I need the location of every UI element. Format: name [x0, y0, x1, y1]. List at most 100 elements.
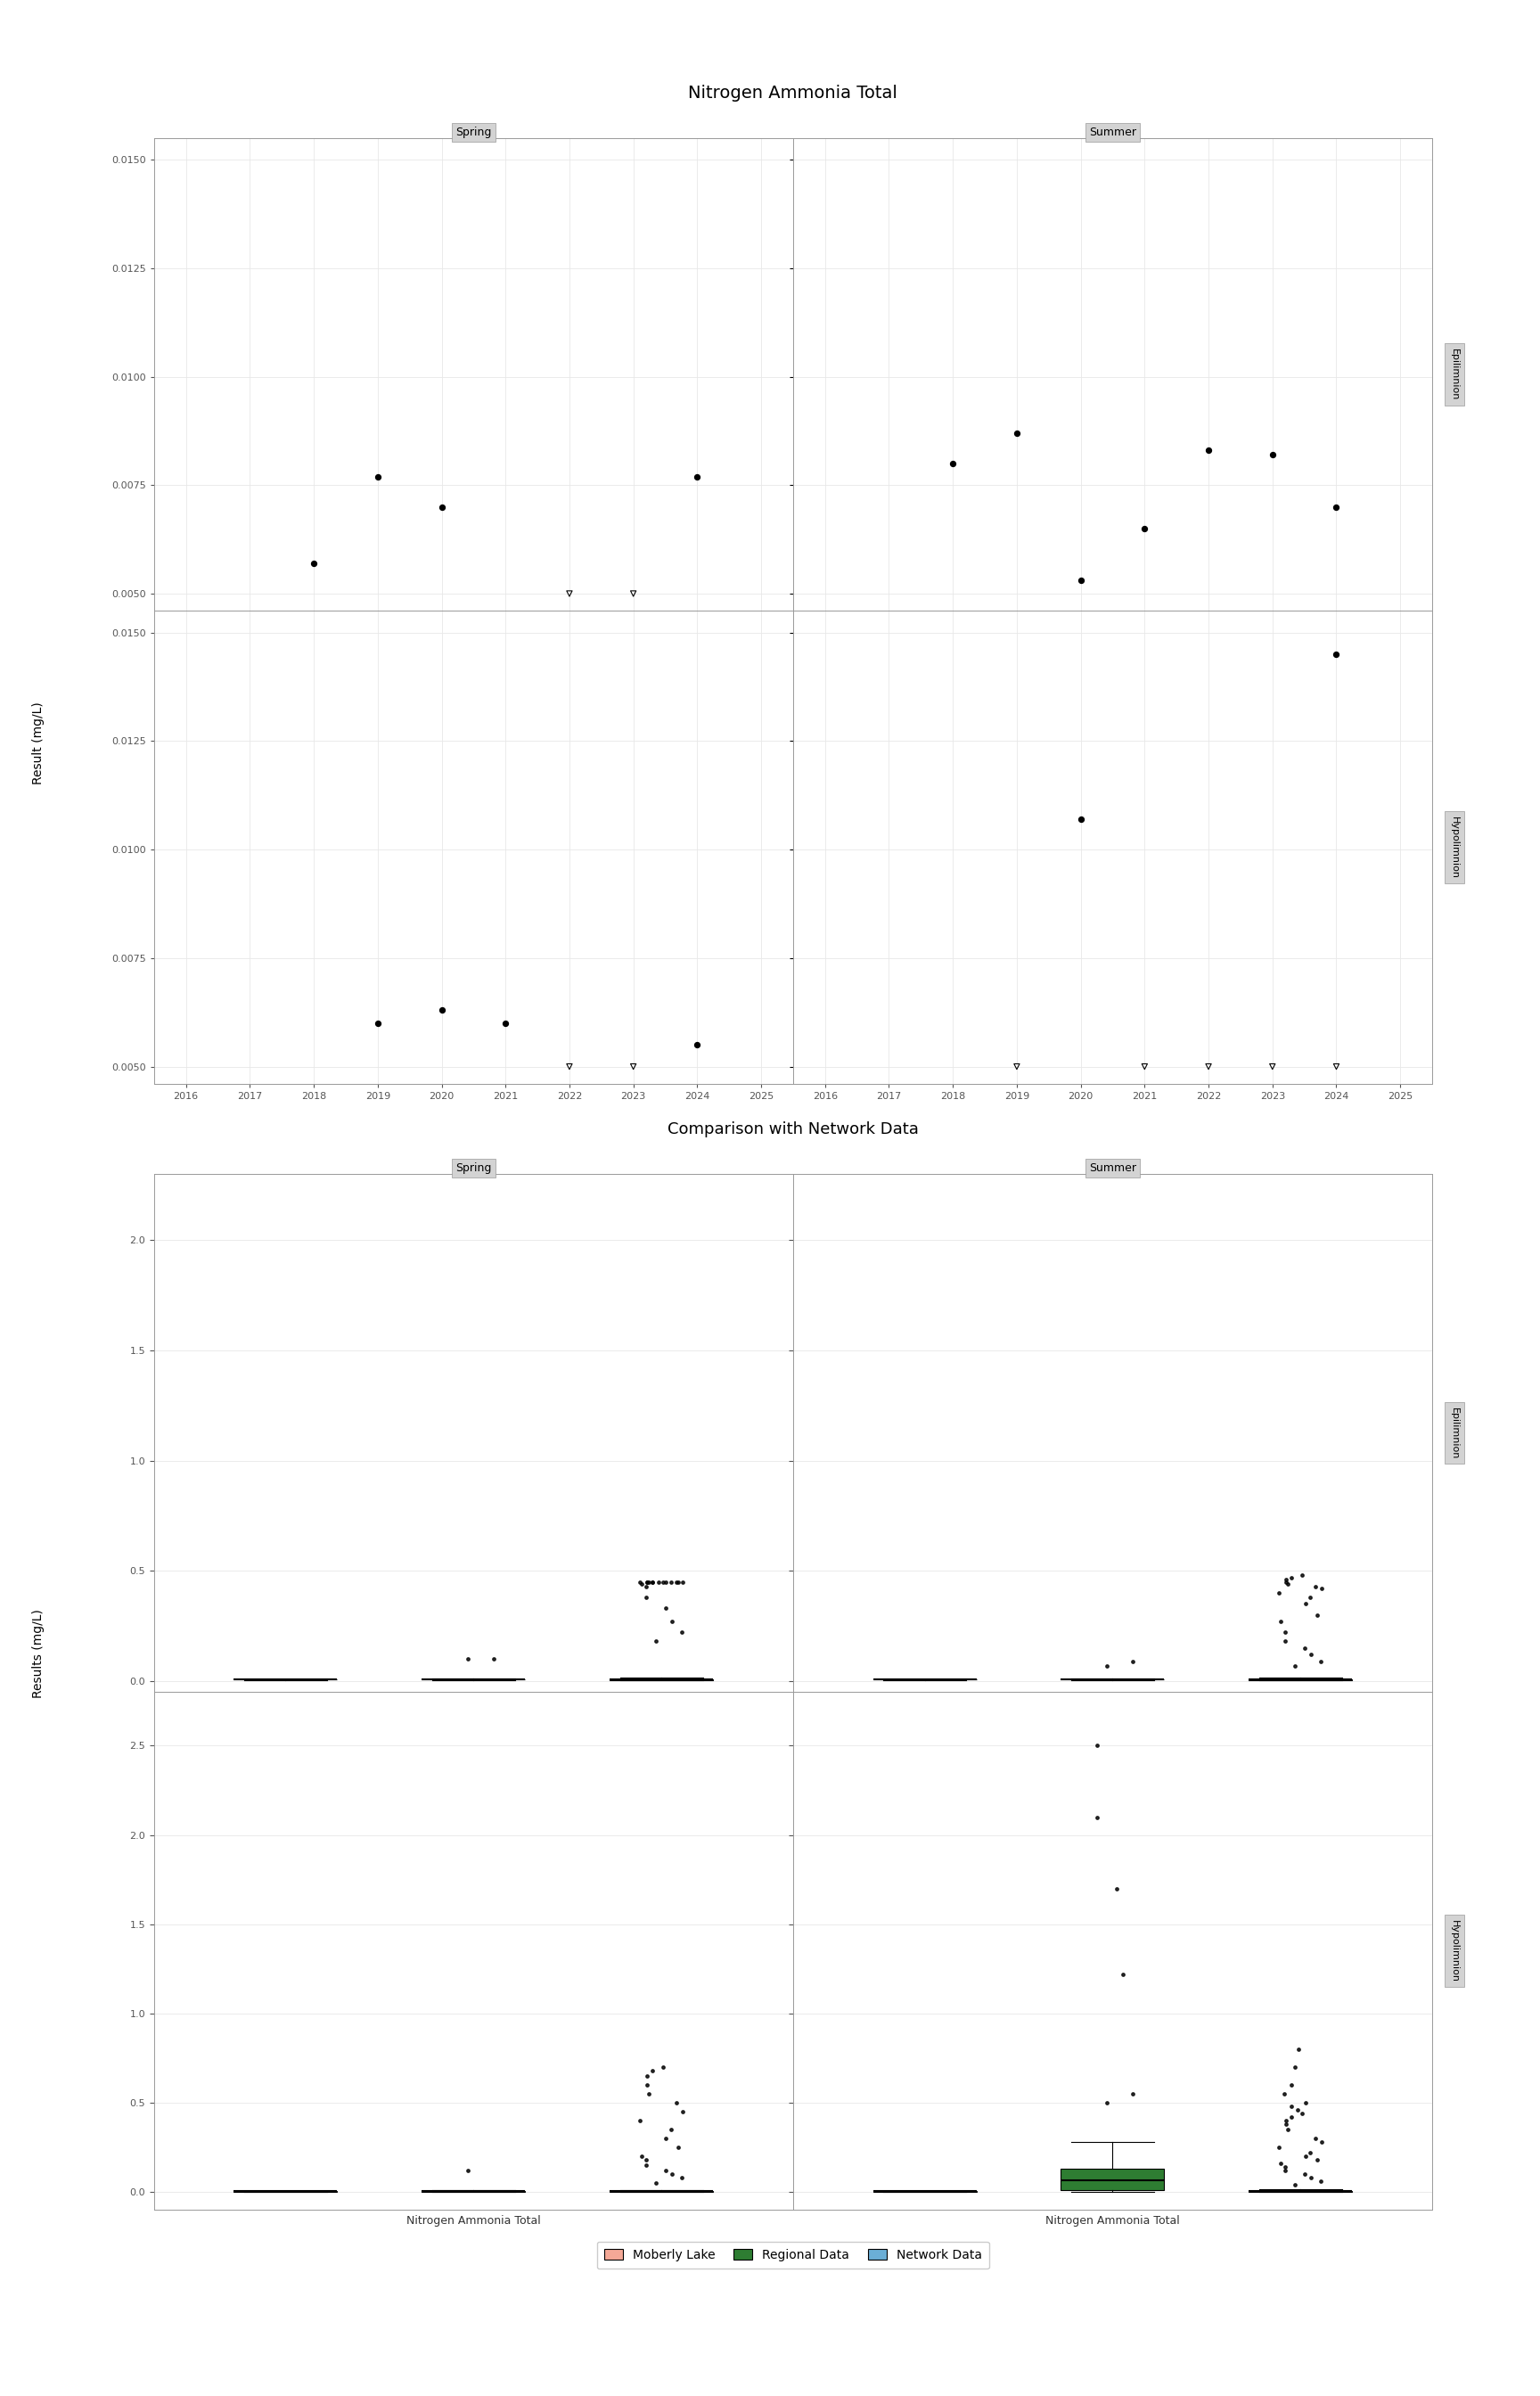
- Point: [633, 2142, 658, 2180]
- Point: [665, 2128, 690, 2166]
- Point: [621, 1047, 645, 1085]
- Point: [557, 575, 582, 613]
- Point: [456, 1639, 480, 1677]
- Point: [664, 2085, 688, 2123]
- Point: [1197, 1047, 1221, 1085]
- Point: [636, 1562, 661, 1601]
- Point: [685, 458, 710, 496]
- Text: Hypolimnion: Hypolimnion: [1451, 1919, 1458, 1981]
- Point: [1267, 1574, 1292, 1613]
- Point: [1294, 1584, 1318, 1622]
- Point: [1121, 1641, 1146, 1680]
- Title: Summer: Summer: [1089, 1162, 1137, 1174]
- Point: [1309, 2161, 1334, 2200]
- Point: [670, 2092, 695, 2130]
- Point: [941, 443, 966, 482]
- Point: [1283, 2049, 1307, 2087]
- Point: [1274, 2101, 1298, 2140]
- Point: [1309, 2123, 1334, 2161]
- Point: [1272, 2152, 1297, 2190]
- Text: Epilimnion: Epilimnion: [1451, 1406, 1458, 1459]
- Point: [1110, 1955, 1135, 1993]
- Text: Comparison with Network Data: Comparison with Network Data: [667, 1121, 919, 1138]
- Point: [647, 1562, 671, 1601]
- Point: [630, 1565, 654, 1603]
- X-axis label: Nitrogen Ammonia Total: Nitrogen Ammonia Total: [407, 2214, 541, 2226]
- Point: [1283, 1646, 1307, 1684]
- Point: [685, 1025, 710, 1064]
- Point: [1272, 2075, 1297, 2113]
- Point: [430, 992, 454, 1030]
- Point: [1304, 1596, 1329, 1634]
- Point: [1121, 2075, 1146, 2113]
- Point: [365, 458, 390, 496]
- Point: [634, 1562, 659, 1601]
- Point: [1278, 2087, 1303, 2125]
- Point: [654, 2120, 679, 2159]
- Point: [430, 489, 454, 527]
- Point: [1298, 1579, 1323, 1617]
- Point: [1303, 2120, 1327, 2159]
- Point: [1272, 1622, 1297, 1660]
- Point: [1294, 2085, 1318, 2123]
- Title: Spring: Spring: [456, 127, 491, 139]
- X-axis label: Nitrogen Ammonia Total: Nitrogen Ammonia Total: [1046, 2214, 1180, 2226]
- Text: Nitrogen Ammonia Total: Nitrogen Ammonia Total: [688, 84, 898, 101]
- Point: [1269, 2144, 1294, 2183]
- Point: [1260, 1047, 1284, 1085]
- Text: Epilimnion: Epilimnion: [1451, 347, 1458, 400]
- Point: [641, 2051, 665, 2089]
- Point: [1298, 1636, 1323, 1675]
- Point: [1286, 2029, 1311, 2068]
- Point: [653, 1589, 678, 1627]
- Point: [1095, 2085, 1120, 2123]
- Point: [659, 2154, 684, 2192]
- Text: Results (mg/L): Results (mg/L): [32, 1608, 45, 1699]
- Point: [1132, 1047, 1157, 1085]
- Point: [1304, 2142, 1329, 2180]
- Point: [653, 2152, 678, 2190]
- Point: [1274, 1560, 1298, 1598]
- Point: [634, 2065, 659, 2104]
- Point: [1069, 561, 1093, 599]
- Point: [659, 2111, 684, 2149]
- Point: [1286, 2092, 1311, 2130]
- Point: [670, 2159, 695, 2197]
- Point: [456, 2152, 480, 2190]
- Point: [650, 1562, 675, 1601]
- Point: [1303, 1567, 1327, 1605]
- Point: [365, 1004, 390, 1042]
- Point: [1289, 1555, 1314, 1593]
- Text: Result (mg/L): Result (mg/L): [32, 702, 45, 783]
- Text: Hypolimnion: Hypolimnion: [1451, 817, 1458, 879]
- Point: [1004, 415, 1029, 453]
- Point: [1292, 2154, 1317, 2192]
- Point: [1309, 1641, 1334, 1680]
- Point: [630, 2137, 654, 2176]
- Point: [659, 1562, 684, 1601]
- Point: [1280, 1557, 1304, 1596]
- Point: [1289, 2094, 1314, 2132]
- Point: [1292, 1629, 1317, 1668]
- Point: [1275, 1565, 1300, 1603]
- Point: [1298, 2135, 1323, 2173]
- Point: [644, 1622, 668, 1660]
- Point: [634, 2056, 659, 2094]
- Point: [1272, 2149, 1297, 2188]
- Point: [1069, 800, 1093, 839]
- Point: [644, 2164, 668, 2202]
- Point: [1084, 1728, 1109, 1766]
- Point: [1274, 2106, 1298, 2144]
- Point: [1269, 1603, 1294, 1641]
- Point: [1309, 1569, 1334, 1608]
- Point: [1084, 1797, 1109, 1835]
- Point: [641, 1562, 665, 1601]
- Point: [1197, 431, 1221, 470]
- Point: [633, 1579, 658, 1617]
- Title: Spring: Spring: [456, 1162, 491, 1174]
- Point: [1324, 489, 1349, 527]
- Point: [659, 1603, 684, 1641]
- Point: [1324, 635, 1349, 673]
- Point: [634, 1562, 659, 1601]
- Point: [1324, 1047, 1349, 1085]
